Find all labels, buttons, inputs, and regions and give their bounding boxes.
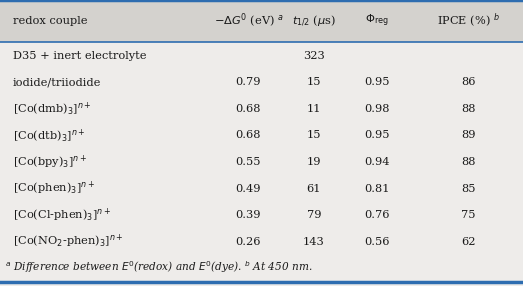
Text: 0.68: 0.68 xyxy=(236,104,261,114)
Text: 0.26: 0.26 xyxy=(236,237,261,247)
Text: [Co(NO$_2$-phen)$_3$]$^{n+}$: [Co(NO$_2$-phen)$_3$]$^{n+}$ xyxy=(13,233,123,251)
Text: 143: 143 xyxy=(303,237,325,247)
Text: 0.95: 0.95 xyxy=(364,130,389,140)
Text: [Co(Cl-phen)$_3$]$^{n+}$: [Co(Cl-phen)$_3$]$^{n+}$ xyxy=(13,206,111,224)
Text: 0.55: 0.55 xyxy=(236,157,261,167)
FancyBboxPatch shape xyxy=(0,0,523,42)
Text: 15: 15 xyxy=(306,77,321,87)
Text: 61: 61 xyxy=(306,184,321,194)
Text: [Co(dtb)$_3$]$^{n+}$: [Co(dtb)$_3$]$^{n+}$ xyxy=(13,127,85,144)
Text: 75: 75 xyxy=(461,210,475,220)
Text: $-\Delta G^{0}$ (eV) $^{a}$: $-\Delta G^{0}$ (eV) $^{a}$ xyxy=(213,12,283,30)
Text: [Co(bpy)$_3$]$^{n+}$: [Co(bpy)$_3$]$^{n+}$ xyxy=(13,153,87,171)
Text: 0.49: 0.49 xyxy=(236,184,261,194)
Text: 323: 323 xyxy=(303,51,325,61)
Text: IPCE (%) $^{b}$: IPCE (%) $^{b}$ xyxy=(437,12,499,30)
Text: 86: 86 xyxy=(461,77,475,87)
Text: 15: 15 xyxy=(306,130,321,140)
Text: 88: 88 xyxy=(461,104,475,114)
Text: 0.76: 0.76 xyxy=(364,210,389,220)
Text: [Co(phen)$_3$]$^{n+}$: [Co(phen)$_3$]$^{n+}$ xyxy=(13,180,95,197)
Text: 0.95: 0.95 xyxy=(364,77,389,87)
Text: $^{a}$ Difference between $E^{0}$(redox) and $E^{0}$(dye). $^{b}$ At 450 nm.: $^{a}$ Difference between $E^{0}$(redox)… xyxy=(5,259,313,275)
Text: iodide/triiodide: iodide/triiodide xyxy=(13,77,101,87)
Text: D35 + inert electrolyte: D35 + inert electrolyte xyxy=(13,51,146,61)
Text: 11: 11 xyxy=(306,104,321,114)
Text: 62: 62 xyxy=(461,237,475,247)
Text: 0.68: 0.68 xyxy=(236,130,261,140)
Text: redox couple: redox couple xyxy=(13,16,87,26)
Text: 0.94: 0.94 xyxy=(364,157,389,167)
Text: 85: 85 xyxy=(461,184,475,194)
Text: 0.39: 0.39 xyxy=(236,210,261,220)
Text: 89: 89 xyxy=(461,130,475,140)
Text: 0.81: 0.81 xyxy=(364,184,389,194)
Text: [Co(dmb)$_3$]$^{n+}$: [Co(dmb)$_3$]$^{n+}$ xyxy=(13,100,92,117)
Text: 0.56: 0.56 xyxy=(364,237,389,247)
Text: 0.79: 0.79 xyxy=(236,77,261,87)
Text: $\Phi_{\mathrm{reg}}$: $\Phi_{\mathrm{reg}}$ xyxy=(365,13,389,29)
Text: $t_{1/2}$ ($\mu$s): $t_{1/2}$ ($\mu$s) xyxy=(292,14,336,29)
Text: 0.98: 0.98 xyxy=(364,104,389,114)
Text: 79: 79 xyxy=(306,210,321,220)
Text: 19: 19 xyxy=(306,157,321,167)
Text: 88: 88 xyxy=(461,157,475,167)
